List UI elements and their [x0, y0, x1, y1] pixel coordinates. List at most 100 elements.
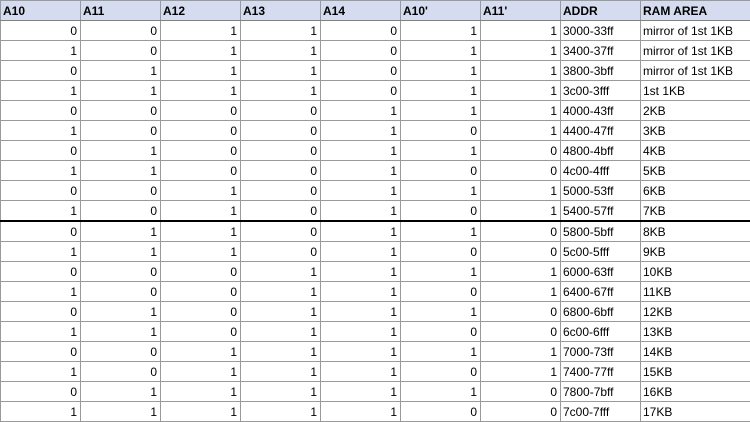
cell-a11[interactable]: 1 — [81, 402, 161, 422]
cell-a11-prime[interactable]: 1 — [481, 41, 561, 61]
cell-a11[interactable]: 0 — [81, 181, 161, 201]
cell-a14[interactable]: 1 — [321, 161, 401, 181]
cell-a10[interactable]: 1 — [1, 242, 81, 262]
cell-a11-prime[interactable]: 1 — [481, 61, 561, 81]
cell-a10-prime[interactable]: 1 — [401, 181, 481, 201]
cell-a10[interactable]: 0 — [1, 302, 81, 322]
cell-a11-prime[interactable]: 0 — [481, 302, 561, 322]
cell-a11-prime[interactable]: 0 — [481, 382, 561, 402]
cell-a14[interactable]: 0 — [321, 21, 401, 41]
cell-addr[interactable]: 7000-73ff — [561, 342, 641, 362]
cell-a10-prime[interactable]: 0 — [401, 242, 481, 262]
cell-a14[interactable]: 0 — [321, 81, 401, 101]
cell-addr[interactable]: 3000-33ff — [561, 21, 641, 41]
cell-a13[interactable]: 1 — [241, 21, 321, 41]
cell-a10[interactable]: 0 — [1, 61, 81, 81]
cell-a11[interactable]: 0 — [81, 262, 161, 282]
cell-a10[interactable]: 1 — [1, 282, 81, 302]
cell-ram-area[interactable]: 11KB — [641, 282, 750, 302]
cell-a14[interactable]: 1 — [321, 382, 401, 402]
header-a14[interactable]: A14 — [321, 1, 401, 21]
cell-addr[interactable]: 7c00-7fff — [561, 402, 641, 422]
cell-a12[interactable]: 0 — [161, 322, 241, 342]
cell-a11-prime[interactable]: 1 — [481, 181, 561, 201]
cell-a13[interactable]: 0 — [241, 121, 321, 141]
cell-a10-prime[interactable]: 1 — [401, 221, 481, 242]
cell-ram-area[interactable]: 9KB — [641, 242, 750, 262]
cell-a10-prime[interactable]: 1 — [401, 41, 481, 61]
cell-a12[interactable]: 1 — [161, 242, 241, 262]
cell-a13[interactable]: 1 — [241, 302, 321, 322]
header-ram-area[interactable]: RAM AREA — [641, 1, 750, 21]
cell-a10[interactable]: 0 — [1, 21, 81, 41]
cell-ram-area[interactable]: 14KB — [641, 342, 750, 362]
cell-a14[interactable]: 1 — [321, 362, 401, 382]
cell-addr[interactable]: 6c00-6fff — [561, 322, 641, 342]
cell-ram-area[interactable]: 13KB — [641, 322, 750, 342]
cell-a13[interactable]: 1 — [241, 402, 321, 422]
cell-a12[interactable]: 1 — [161, 382, 241, 402]
cell-a12[interactable]: 1 — [161, 221, 241, 242]
cell-a11-prime[interactable]: 0 — [481, 242, 561, 262]
cell-a10-prime[interactable]: 1 — [401, 342, 481, 362]
cell-a11[interactable]: 1 — [81, 161, 161, 181]
cell-addr[interactable]: 4800-4bff — [561, 141, 641, 161]
cell-a13[interactable]: 1 — [241, 282, 321, 302]
cell-a12[interactable]: 1 — [161, 61, 241, 81]
cell-a11-prime[interactable]: 1 — [481, 121, 561, 141]
cell-a10-prime[interactable]: 0 — [401, 201, 481, 222]
cell-a13[interactable]: 1 — [241, 41, 321, 61]
cell-a11-prime[interactable]: 0 — [481, 221, 561, 242]
cell-a11-prime[interactable]: 0 — [481, 141, 561, 161]
cell-a13[interactable]: 1 — [241, 262, 321, 282]
cell-a10-prime[interactable]: 0 — [401, 121, 481, 141]
cell-ram-area[interactable]: 17KB — [641, 402, 750, 422]
cell-ram-area[interactable]: 15KB — [641, 362, 750, 382]
cell-a14[interactable]: 1 — [321, 141, 401, 161]
cell-a10[interactable]: 0 — [1, 141, 81, 161]
cell-a11[interactable]: 1 — [81, 81, 161, 101]
cell-a10-prime[interactable]: 1 — [401, 141, 481, 161]
cell-addr[interactable]: 5400-57ff — [561, 201, 641, 222]
cell-a14[interactable]: 1 — [321, 201, 401, 222]
cell-addr[interactable]: 3800-3bff — [561, 61, 641, 81]
cell-ram-area[interactable]: 2KB — [641, 101, 750, 121]
cell-a12[interactable]: 0 — [161, 161, 241, 181]
cell-a11-prime[interactable]: 0 — [481, 161, 561, 181]
cell-a10[interactable]: 0 — [1, 221, 81, 242]
cell-ram-area[interactable]: 1st 1KB — [641, 81, 750, 101]
cell-a13[interactable]: 1 — [241, 322, 321, 342]
cell-a11[interactable]: 0 — [81, 101, 161, 121]
cell-ram-area[interactable]: mirror of 1st 1KB — [641, 21, 750, 41]
cell-a11[interactable]: 1 — [81, 242, 161, 262]
cell-a10-prime[interactable]: 1 — [401, 262, 481, 282]
cell-ram-area[interactable]: 3KB — [641, 121, 750, 141]
cell-a14[interactable]: 1 — [321, 342, 401, 362]
cell-a14[interactable]: 1 — [321, 262, 401, 282]
cell-ram-area[interactable]: mirror of 1st 1KB — [641, 61, 750, 81]
cell-a14[interactable]: 1 — [321, 402, 401, 422]
cell-a13[interactable]: 1 — [241, 61, 321, 81]
cell-a10-prime[interactable]: 1 — [401, 101, 481, 121]
cell-a14[interactable]: 0 — [321, 41, 401, 61]
cell-ram-area[interactable]: 6KB — [641, 181, 750, 201]
cell-a12[interactable]: 0 — [161, 141, 241, 161]
header-a13[interactable]: A13 — [241, 1, 321, 21]
cell-a11-prime[interactable]: 0 — [481, 402, 561, 422]
cell-ram-area[interactable]: 8KB — [641, 221, 750, 242]
cell-addr[interactable]: 5c00-5fff — [561, 242, 641, 262]
cell-a10-prime[interactable]: 0 — [401, 161, 481, 181]
cell-ram-area[interactable]: 12KB — [641, 302, 750, 322]
cell-a14[interactable]: 1 — [321, 101, 401, 121]
header-addr[interactable]: ADDR — [561, 1, 641, 21]
cell-a11[interactable]: 0 — [81, 282, 161, 302]
cell-a13[interactable]: 0 — [241, 181, 321, 201]
cell-a10-prime[interactable]: 1 — [401, 61, 481, 81]
cell-a12[interactable]: 0 — [161, 121, 241, 141]
cell-a12[interactable]: 1 — [161, 342, 241, 362]
cell-a10[interactable]: 0 — [1, 181, 81, 201]
cell-a11[interactable]: 0 — [81, 201, 161, 222]
cell-a10-prime[interactable]: 1 — [401, 302, 481, 322]
cell-a10[interactable]: 0 — [1, 382, 81, 402]
cell-a11-prime[interactable]: 1 — [481, 262, 561, 282]
